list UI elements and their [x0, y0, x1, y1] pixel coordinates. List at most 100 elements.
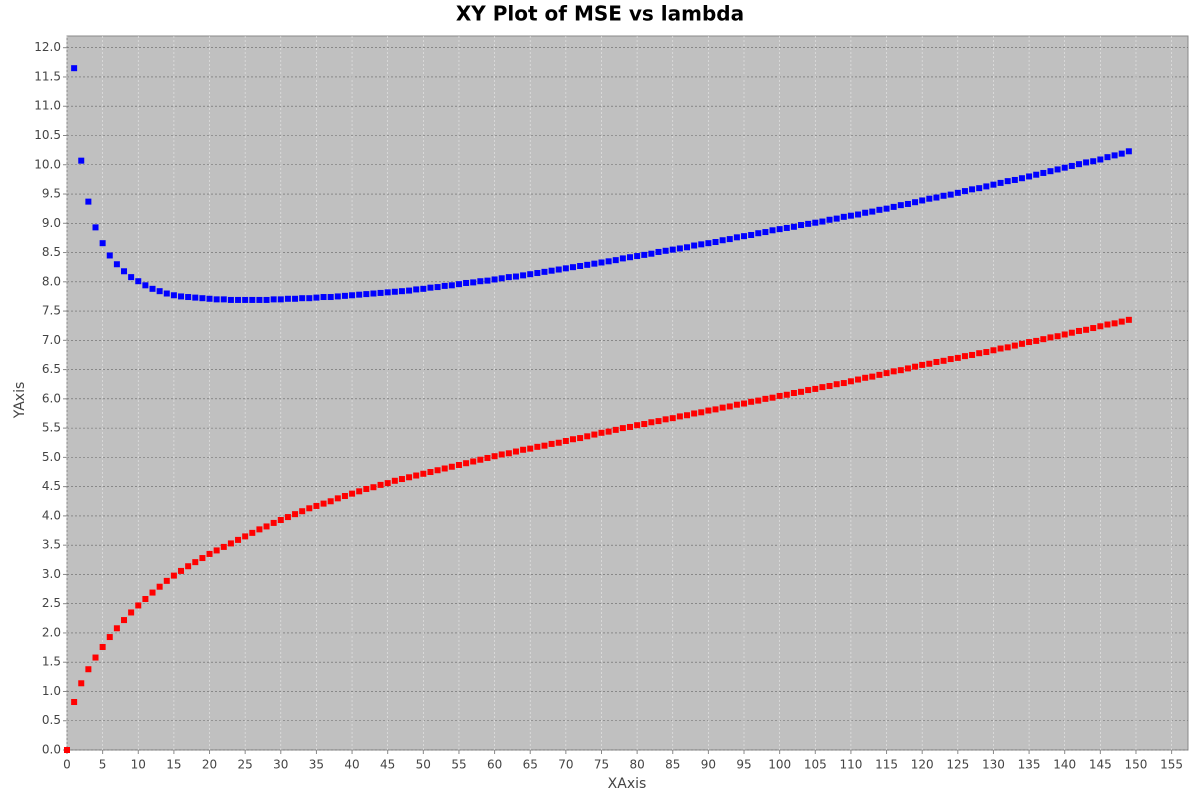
point [427, 469, 434, 476]
point [819, 384, 826, 391]
point [634, 422, 641, 429]
point [990, 181, 997, 188]
point [284, 295, 291, 302]
point [463, 460, 470, 467]
point [869, 208, 876, 215]
x-tick-label: 5 [99, 758, 107, 772]
point [940, 357, 947, 364]
y-tick-label: 8.0 [42, 274, 61, 288]
y-tick-label: 7.5 [42, 304, 61, 318]
point [591, 260, 598, 267]
point [1125, 148, 1132, 155]
point [626, 423, 633, 430]
point [976, 185, 983, 192]
point [334, 293, 341, 300]
point [876, 206, 883, 213]
point [277, 516, 284, 523]
point [149, 285, 156, 292]
point [1040, 336, 1047, 343]
point [142, 596, 149, 603]
point [1026, 339, 1033, 346]
y-tick-label: 6.0 [42, 391, 61, 405]
point [776, 226, 783, 233]
point [1068, 162, 1075, 169]
point [619, 255, 626, 262]
point [477, 456, 484, 463]
point [698, 409, 705, 416]
point [192, 559, 199, 566]
point [520, 446, 527, 453]
point [356, 291, 363, 298]
point [78, 680, 85, 687]
point [498, 275, 505, 282]
point [306, 295, 313, 302]
x-tick-label: 145 [1089, 758, 1112, 772]
point [919, 361, 926, 368]
point [584, 433, 591, 440]
point [826, 382, 833, 389]
point [206, 550, 213, 557]
chart-title: XY Plot of MSE vs lambda [456, 2, 744, 26]
point [926, 360, 933, 367]
x-tick-label: 150 [1125, 758, 1148, 772]
point [398, 476, 405, 483]
point [192, 294, 199, 301]
x-tick-label: 90 [701, 758, 716, 772]
point [470, 279, 477, 286]
point [313, 502, 320, 509]
point [327, 498, 334, 505]
point [299, 295, 306, 302]
point [71, 65, 78, 72]
point [384, 289, 391, 296]
point [121, 268, 128, 275]
x-tick-label: 135 [1018, 758, 1041, 772]
point [178, 567, 185, 574]
point [377, 289, 384, 296]
point [954, 354, 961, 361]
point [512, 448, 519, 455]
y-tick-label: 5.0 [42, 450, 61, 464]
x-axis-label: XAxis [608, 776, 647, 792]
y-tick-label: 6.5 [42, 362, 61, 376]
point [691, 242, 698, 249]
point [1054, 333, 1061, 340]
point [826, 216, 833, 223]
x-tick-label: 95 [736, 758, 751, 772]
point [940, 192, 947, 199]
y-tick-label: 4.0 [42, 508, 61, 522]
point [505, 274, 512, 281]
point [128, 609, 135, 616]
point [498, 451, 505, 458]
point [391, 477, 398, 484]
point [1118, 150, 1125, 157]
point [413, 286, 420, 293]
point [249, 529, 256, 536]
point [1111, 320, 1118, 327]
x-tick-label: 155 [1160, 758, 1183, 772]
point [698, 241, 705, 248]
point [370, 484, 377, 491]
point [755, 397, 762, 404]
point [684, 412, 691, 419]
point [306, 505, 313, 512]
point [890, 368, 897, 375]
x-tick-label: 100 [768, 758, 791, 772]
point [334, 495, 341, 502]
point [855, 376, 862, 383]
point [847, 212, 854, 219]
point [484, 277, 491, 284]
point [534, 443, 541, 450]
point [128, 274, 135, 281]
y-tick-label: 1.5 [42, 655, 61, 669]
point [220, 543, 227, 550]
point [156, 583, 163, 590]
x-tick-label: 80 [629, 758, 644, 772]
y-tick-label: 11.0 [34, 99, 61, 113]
point [541, 268, 548, 275]
point [555, 439, 562, 446]
point [947, 191, 954, 198]
point [427, 284, 434, 291]
point [897, 367, 904, 374]
point [1047, 168, 1054, 175]
x-tick-label: 70 [558, 758, 573, 772]
